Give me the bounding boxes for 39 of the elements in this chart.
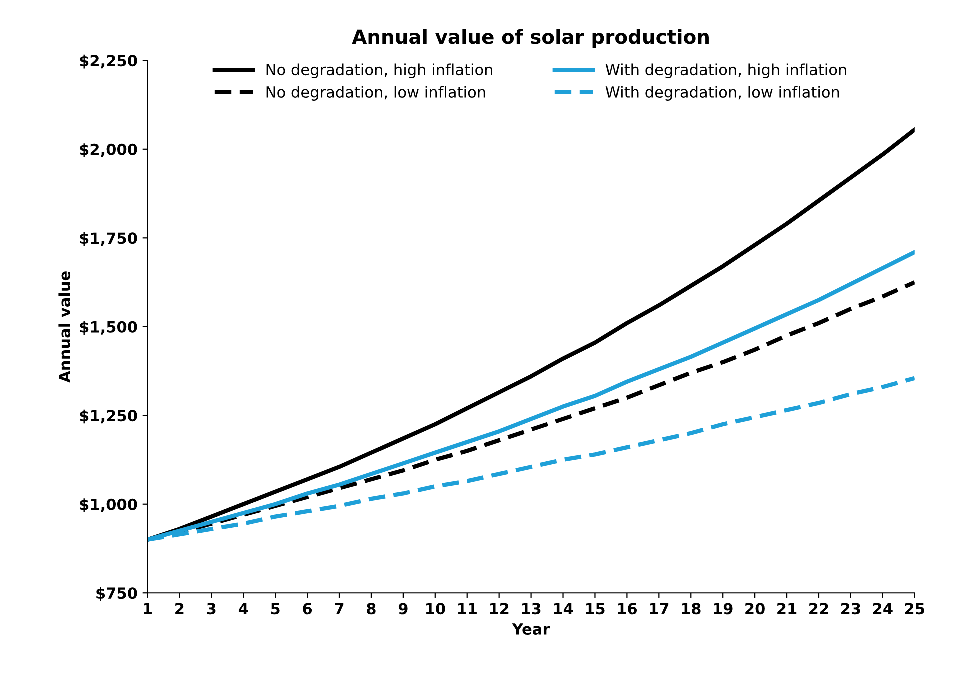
- legend-label: With degradation, high inflation: [606, 64, 846, 79]
- x-tick-label: 3: [207, 603, 216, 615]
- legend-label: With degradation, low inflation: [606, 86, 840, 101]
- x-tick-label: 14: [554, 603, 574, 614]
- x-tick-label: 25: [905, 603, 924, 615]
- x-tick-label: 1: [144, 603, 152, 614]
- x-tick-label: 16: [618, 603, 637, 615]
- x-tick-label: 20: [746, 603, 765, 615]
- y-tick-label: $1,250: [80, 410, 138, 424]
- y-tick-label: $2,000: [80, 144, 138, 158]
- x-tick-label: 22: [810, 603, 828, 614]
- x-tick-label: 9: [398, 603, 408, 615]
- x-tick-label: 5: [271, 603, 280, 615]
- x-tick-label: 2: [176, 603, 184, 614]
- x-tick-label: 13: [522, 603, 541, 615]
- x-tick-label: 23: [842, 603, 860, 615]
- x-tick-label: 6: [303, 603, 312, 615]
- legend-label: No degradation, high inflation: [266, 64, 492, 79]
- x-tick-label: 18: [682, 603, 701, 615]
- x-tick-label: 12: [490, 603, 509, 614]
- x-tick-label: 8: [367, 603, 376, 615]
- x-tick-label: 15: [586, 603, 605, 615]
- y-tick-label: $1,500: [80, 321, 138, 335]
- y-tick-label: $750: [96, 587, 138, 602]
- y-tick-label: $1,000: [80, 498, 138, 512]
- x-tick-label: 10: [426, 603, 446, 615]
- y-axis-title: Annual value: [58, 272, 71, 383]
- x-tick-label: 17: [650, 603, 669, 614]
- x-tick-label: 21: [778, 603, 797, 614]
- x-tick-label: 4: [238, 603, 248, 614]
- x-axis-title: Year: [512, 624, 550, 636]
- x-tick-label: 19: [714, 603, 733, 615]
- x-tick-label: 7: [335, 603, 344, 614]
- y-tick-label: $2,250: [80, 54, 138, 69]
- x-tick-label: 11: [458, 603, 477, 614]
- y-tick-label: $1,750: [80, 232, 138, 246]
- legend-label: No degradation, low inflation: [266, 86, 486, 101]
- x-tick-label: 24: [873, 603, 893, 614]
- chart-title: Annual value of solar production: [352, 29, 709, 48]
